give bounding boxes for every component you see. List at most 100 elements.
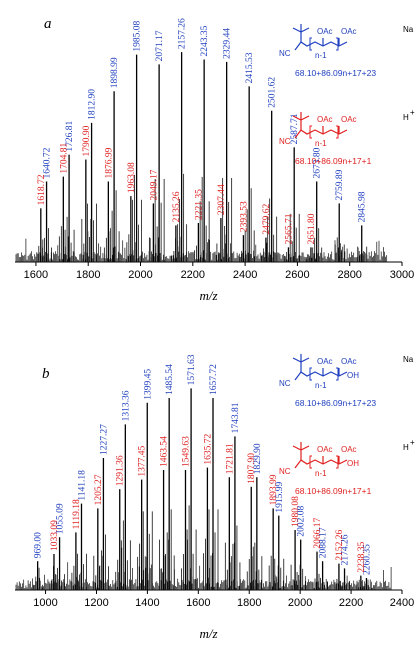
series-h: 1618.72 1704.81 1790.90 1876.99 1963.08 2049.…: [36, 125, 317, 262]
peak-label: 1726.81: [65, 121, 75, 152]
ion-label: Na: [403, 25, 414, 34]
formula: 68.10+86.09n+17+1: [295, 486, 372, 496]
x-tick-label: 2400: [390, 597, 414, 609]
peak-label: 2174.26: [341, 534, 351, 565]
peak-label: 2845.98: [358, 191, 368, 222]
peak-label: 1898.99: [110, 57, 120, 88]
peak-label: 1985.08: [133, 20, 143, 51]
substituent-bonds: [322, 126, 340, 134]
x-tick-label: 2400: [233, 269, 257, 281]
peak-label: 2329.44: [223, 28, 233, 59]
nc-group: NC: [279, 467, 291, 476]
series-h: 1033.09 1119.18 1205.27 1291.36 1377.45 1463.…: [49, 433, 367, 590]
nc-group: NC: [279, 49, 291, 58]
oac-group: OAc: [341, 445, 357, 454]
legend-na: NC OAc OAc n-1 Na 68.10+86.09n+17+23: [279, 24, 414, 78]
peak-label: 1721.81: [225, 443, 235, 474]
oac-group: OAc: [317, 445, 333, 454]
x-tick-label: 2000: [288, 597, 312, 609]
x-tick-label: 1400: [135, 597, 159, 609]
peak-label: 1635.72: [203, 433, 213, 464]
peak-label: 2393.53: [239, 201, 249, 232]
peak-label: 2651.80: [307, 213, 317, 244]
peak-label: 2157.26: [178, 18, 188, 49]
chain-skeleton: [292, 112, 348, 135]
oac-group: OAc: [317, 27, 333, 36]
x-tick-label: 2000: [128, 269, 152, 281]
formula: 68.10+86.09n+17+23: [295, 398, 376, 408]
oac-group: OAc: [341, 357, 357, 366]
peak-label: 1743.81: [231, 402, 241, 433]
nc-group: NC: [279, 379, 291, 388]
x-tick-label: 1000: [33, 597, 57, 609]
oh-group: OH: [347, 371, 359, 380]
cn-bond: [294, 371, 302, 381]
peak-label: 1893.99: [269, 474, 279, 505]
repeat-bracket: [309, 455, 339, 469]
chain-skeleton: [292, 24, 348, 47]
peak-label: 1980.08: [291, 496, 301, 527]
formula: 68.10+86.09n+17+1: [295, 156, 372, 166]
peak-label: 2152.26: [335, 529, 345, 560]
peak-label: 1812.90: [88, 89, 98, 120]
panel-b: 1000 1200 1400 1600 1800 2000 2200 2400 969.00 10…: [15, 354, 415, 641]
peak-label: 2049.17: [149, 169, 159, 200]
nc-group: NC: [279, 137, 291, 146]
peak-label: 1657.72: [209, 364, 219, 395]
cn-bond: [294, 41, 302, 51]
peak-label: 1790.90: [82, 125, 92, 156]
peak-label: 1485.54: [165, 364, 175, 395]
peak-label: 1141.18: [77, 470, 87, 501]
peak-label: 2066.17: [313, 517, 323, 548]
oac-group: OAc: [341, 27, 357, 36]
repeat-bracket: [309, 37, 339, 51]
peak-label: 2415.53: [245, 52, 255, 83]
peak-label: 2071.17: [155, 30, 165, 61]
x-tick-label: 2600: [285, 269, 309, 281]
x-tick-label: 3000: [390, 269, 414, 281]
substituent-bonds: [322, 368, 340, 376]
repeat-subscript: n-1: [315, 51, 327, 60]
peak-label: 2759.89: [335, 169, 345, 200]
peak-label: 1033.09: [50, 520, 60, 551]
substituent-bonds: [322, 38, 340, 46]
peak-label: 1571.63: [187, 354, 197, 385]
x-tick-label: 1600: [186, 597, 210, 609]
peak-label: 1313.36: [121, 390, 131, 421]
legend-h: NC OAc OAc n-1 H+68.10+86.09n+17+1: [279, 108, 415, 166]
peak-label: 2238.35: [357, 541, 367, 572]
ion-label: H: [403, 443, 409, 452]
peak-label: 1377.45: [138, 445, 148, 476]
peak-label: 1963.08: [127, 162, 137, 193]
x-tick-label: 2800: [337, 269, 361, 281]
chain-skeleton: [292, 354, 348, 377]
series-na: 969.00 1055.09 1141.18 1227.27 1313.36 1399.4…: [33, 354, 372, 590]
peak-label: 1549.63: [181, 436, 191, 467]
formula: 68.10+86.09n+17+23: [295, 68, 376, 78]
x-tick-label: 2200: [181, 269, 205, 281]
peak-label: 1915.99: [275, 481, 285, 512]
legend-h: NC OAc OAc OH n-1 H+68.10+86.09n+17+1: [279, 438, 415, 496]
panel-a: 1600 1800 2000 2200 2400 2600 2800 30001640.721…: [15, 16, 415, 303]
x-axis: 1600 1800 2000 2200 2400 2600 2800 3000: [15, 261, 414, 281]
panel-label: a: [44, 16, 52, 32]
x-tick-label: 1800: [237, 597, 261, 609]
x-tick-label: 1600: [24, 269, 48, 281]
oac-group: OAc: [317, 115, 333, 124]
chain-skeleton: [292, 442, 348, 465]
ion-charge: +: [410, 438, 415, 447]
ion-charge: +: [410, 108, 415, 117]
repeat-bracket: [309, 125, 339, 139]
peak-label: 1640.72: [43, 147, 53, 178]
peak-label: 1055.09: [56, 503, 66, 534]
substituent-bonds: [322, 456, 340, 464]
peak-label: 2587.71: [290, 113, 300, 144]
peak-label: 2243.35: [200, 25, 210, 56]
peak-label: 2002.08: [297, 505, 307, 536]
cn-bond: [294, 129, 302, 139]
peak-label: 2673.80: [313, 147, 323, 178]
peak-label: 969.00: [34, 532, 44, 558]
cn-bond: [294, 459, 302, 469]
peak-label: 1807.90: [247, 453, 257, 484]
